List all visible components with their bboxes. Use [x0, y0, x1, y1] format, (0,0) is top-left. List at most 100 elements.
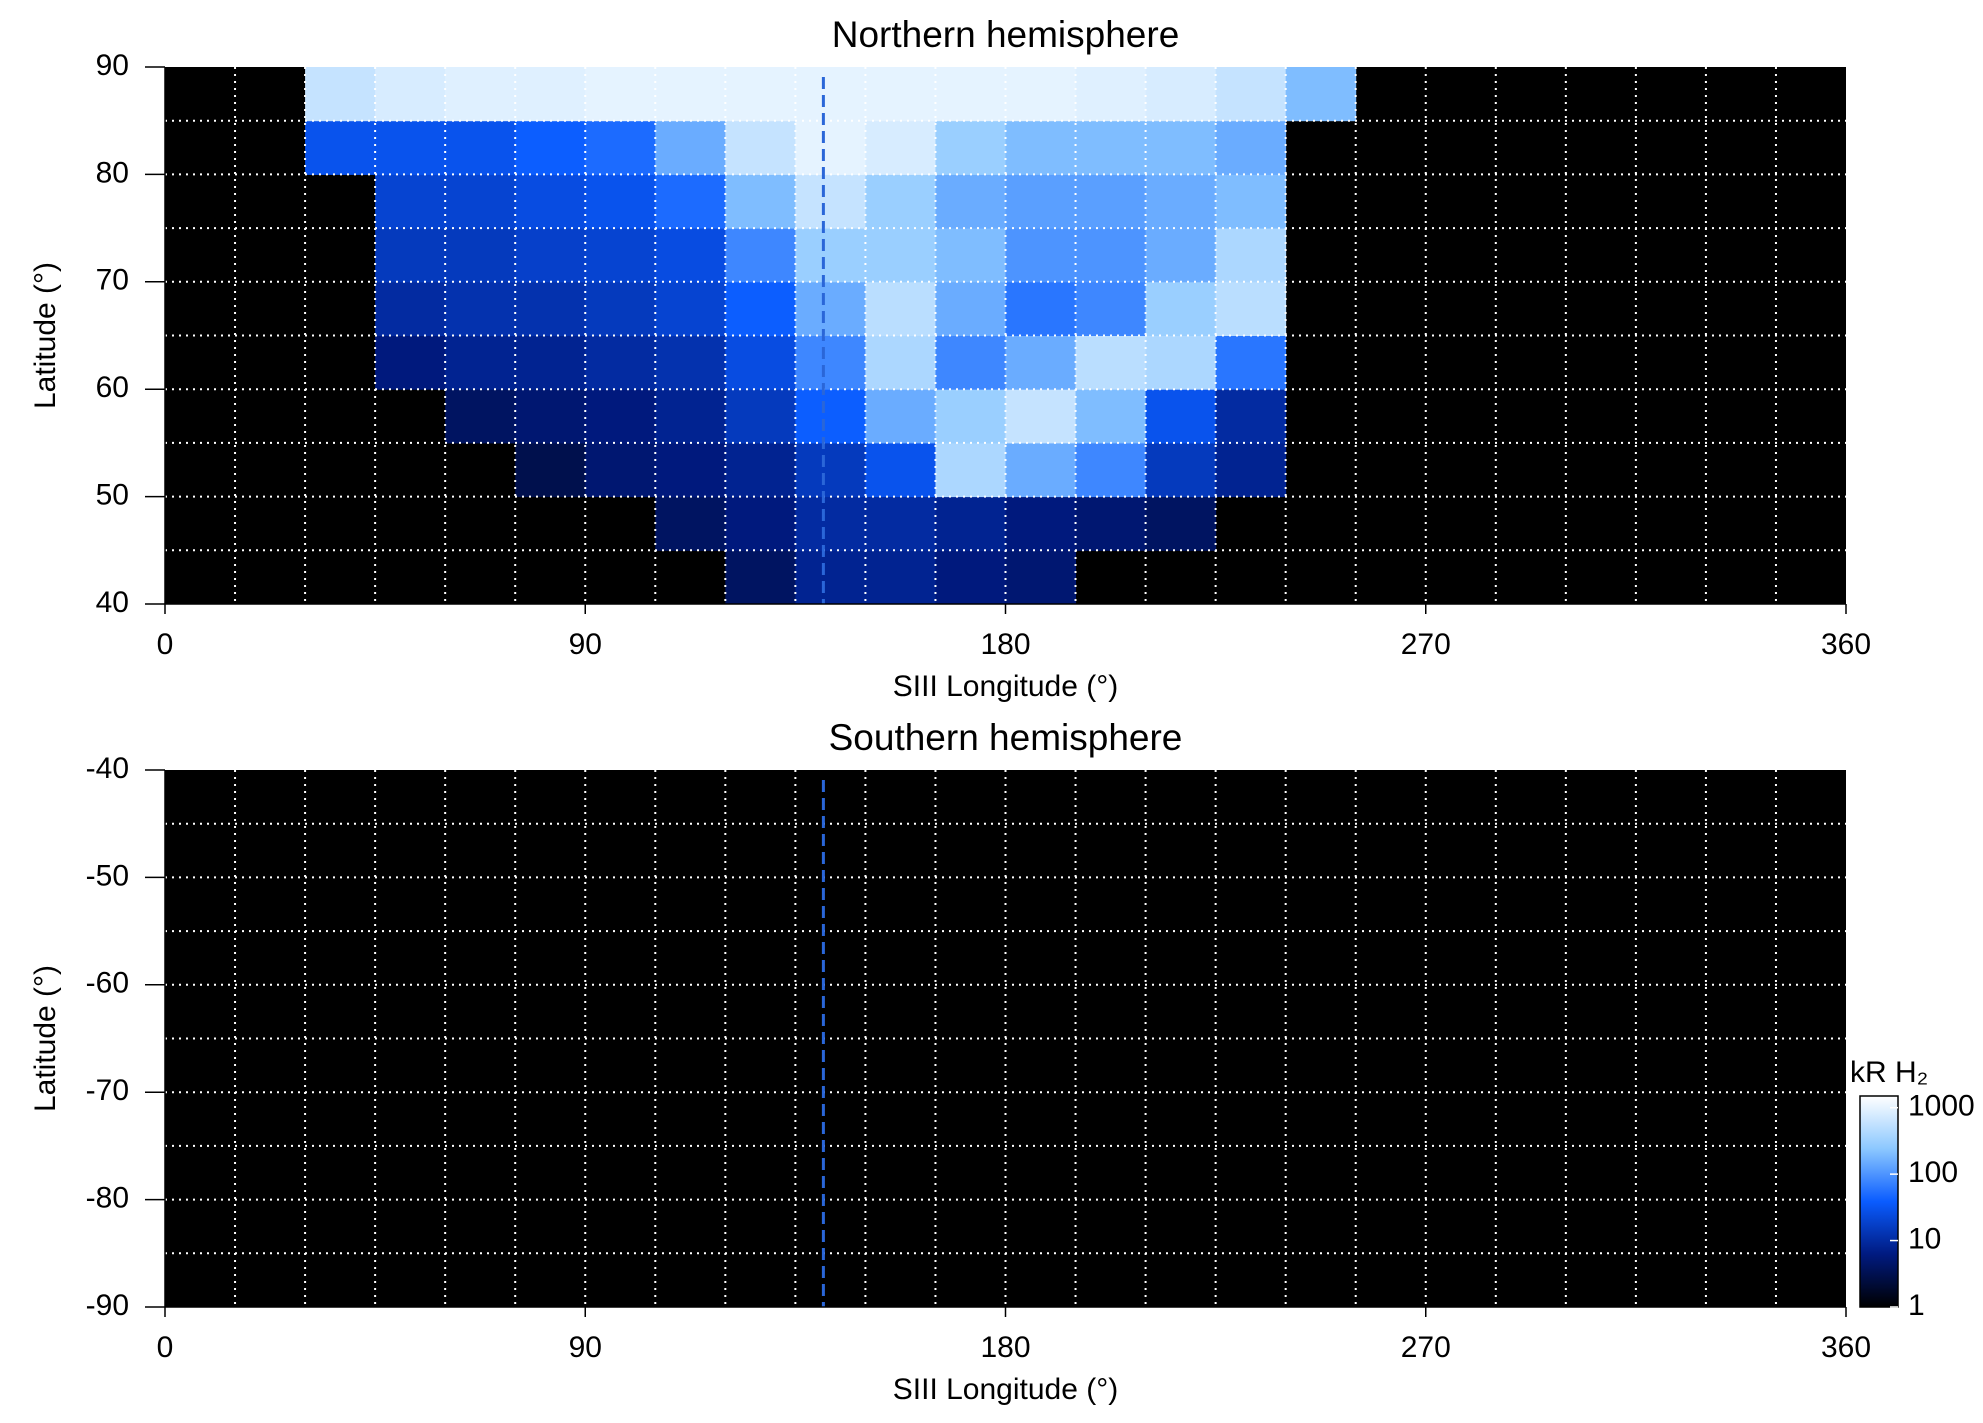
heat-cell — [1005, 389, 1077, 444]
heat-cell — [585, 335, 656, 390]
heat-cell — [1215, 281, 1287, 336]
heat-cell — [585, 281, 656, 336]
heat-cell — [655, 228, 726, 283]
x-tick-label: 180 — [980, 1331, 1030, 1364]
heat-cell — [1285, 67, 1357, 122]
heat-cell — [935, 442, 1006, 498]
panel-title: Northern hemisphere — [832, 14, 1180, 55]
colorbar-tick-label: 1 — [1908, 1289, 1925, 1322]
heat-cell — [515, 67, 586, 122]
heat-cell — [795, 550, 866, 605]
heat-cell — [445, 67, 516, 122]
heat-cell — [1005, 281, 1077, 336]
y-tick-label: -90 — [86, 1289, 129, 1322]
heat-cell — [515, 442, 586, 498]
heat-cell — [1215, 120, 1287, 175]
heat-cell — [375, 174, 446, 229]
heat-cell — [865, 335, 936, 390]
heat-cell — [795, 67, 866, 122]
heat-cell — [725, 335, 796, 390]
heat-cell — [515, 389, 586, 444]
x-tick-label: 360 — [1821, 1331, 1871, 1364]
x-tick-label: 180 — [980, 628, 1030, 661]
heat-cell — [795, 120, 866, 175]
heat-cell — [1005, 228, 1077, 283]
heat-cell — [795, 335, 866, 390]
heat-cell — [1005, 442, 1077, 498]
y-tick-label: 80 — [96, 156, 129, 189]
heat-cell — [1005, 496, 1077, 551]
y-tick-label: 50 — [96, 479, 129, 512]
y-tick-label: 90 — [96, 49, 129, 82]
heat-cell — [725, 496, 796, 551]
y-tick-label: -40 — [86, 752, 129, 785]
heat-cell — [1075, 174, 1147, 229]
heat-cell — [725, 120, 796, 175]
heat-cell — [795, 389, 866, 444]
heat-cell — [935, 335, 1006, 390]
colorbar-label: kR H₂ — [1850, 1056, 1928, 1089]
heat-cell — [865, 120, 936, 175]
heat-cell — [935, 550, 1006, 605]
heat-cell — [795, 442, 866, 498]
heat-cell — [1145, 67, 1217, 122]
x-tick-label: 0 — [157, 1331, 174, 1364]
heat-cell — [725, 550, 796, 605]
heat-cell — [445, 281, 516, 336]
heat-cell — [1145, 442, 1217, 498]
heat-cell — [1005, 67, 1077, 122]
panel-title: Southern hemisphere — [829, 717, 1183, 758]
heat-cell — [585, 67, 656, 122]
heat-cell — [1005, 550, 1077, 605]
heat-cell — [1145, 281, 1217, 336]
x-tick-label: 270 — [1401, 1331, 1451, 1364]
heat-cell — [1145, 120, 1217, 175]
heat-cell — [655, 335, 726, 390]
heat-cell — [655, 281, 726, 336]
colorbar-tick-label: 10 — [1908, 1222, 1941, 1255]
heat-cell — [1215, 174, 1287, 229]
y-tick-label: 40 — [96, 586, 129, 619]
heat-cell — [585, 174, 656, 229]
heat-cell — [375, 67, 446, 122]
heat-cell — [655, 496, 726, 551]
heat-cell — [375, 228, 446, 283]
heat-cell — [935, 67, 1006, 122]
heat-cell — [655, 389, 726, 444]
heat-cell — [1215, 228, 1287, 283]
heat-cell — [655, 174, 726, 229]
heat-cell — [515, 281, 586, 336]
heat-cell — [1075, 120, 1147, 175]
heat-cell — [1075, 442, 1147, 498]
heat-cell — [585, 120, 656, 175]
colorbar-tick-label: 100 — [1908, 1156, 1958, 1189]
heat-cell — [375, 120, 446, 175]
heat-cell — [585, 442, 656, 498]
heat-cell — [795, 174, 866, 229]
heat-cell — [1075, 228, 1147, 283]
heat-cell — [865, 389, 936, 444]
heat-cell — [1145, 228, 1217, 283]
heat-cell — [1005, 120, 1077, 175]
heat-cell — [1215, 67, 1287, 122]
x-tick-label: 270 — [1401, 628, 1451, 661]
heat-cell — [935, 228, 1006, 283]
x-axis-label: SIII Longitude (°) — [893, 670, 1118, 703]
colorbar-tick-label: 1000 — [1908, 1090, 1975, 1123]
heat-cell — [865, 174, 936, 229]
heat-cell — [305, 120, 376, 175]
heat-cell — [445, 174, 516, 229]
heat-cell — [725, 389, 796, 444]
heat-cell — [795, 281, 866, 336]
heat-cell — [655, 120, 726, 175]
heat-cell — [655, 67, 726, 122]
heat-cell — [1215, 389, 1287, 444]
y-tick-label: -80 — [86, 1182, 129, 1215]
heat-cell — [1145, 335, 1217, 390]
heat-cell — [795, 228, 866, 283]
colorbar — [1859, 1095, 1899, 1308]
heat-cell — [305, 67, 376, 122]
heat-cell — [655, 442, 726, 498]
heat-cell — [1215, 335, 1287, 390]
